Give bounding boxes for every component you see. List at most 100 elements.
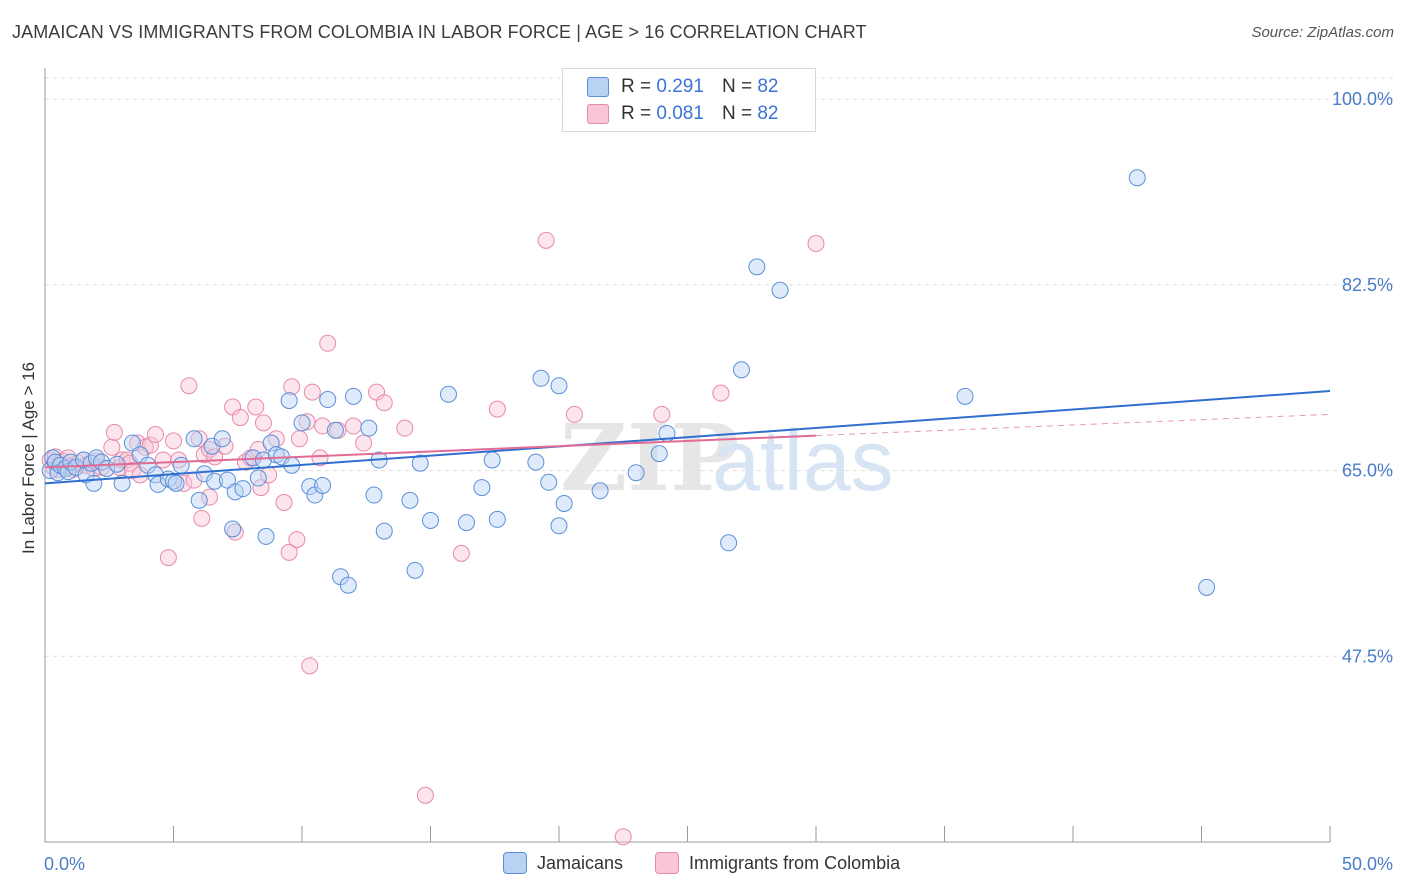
colombia-point xyxy=(147,426,165,444)
colombia-point xyxy=(396,419,414,437)
jamaicans-point xyxy=(591,482,609,500)
colombia-point xyxy=(200,488,218,506)
colombia-point xyxy=(712,384,730,402)
watermark-zip: ZIP xyxy=(560,404,739,512)
jamaicans-point xyxy=(473,479,491,497)
colombia-point xyxy=(105,423,123,441)
jamaicans-point xyxy=(172,456,190,474)
jamaicans-point xyxy=(650,445,668,463)
colombia-point xyxy=(254,414,272,432)
colombia-point xyxy=(275,493,293,511)
jamaicans-point xyxy=(360,419,378,437)
colombia-point xyxy=(247,398,265,416)
legend-n-label: N = xyxy=(721,103,753,124)
jamaicans-point xyxy=(422,511,439,529)
series-jamaicans-points xyxy=(41,169,1216,596)
jamaicans-point xyxy=(224,520,242,538)
jamaicans-point xyxy=(344,387,362,405)
jamaicans-point xyxy=(280,392,298,410)
watermark-atlas: atlas xyxy=(712,413,894,509)
colombia-point xyxy=(252,479,270,497)
colombia-point xyxy=(319,334,337,352)
legend-row-colombia: R = 0.081 N = 82 xyxy=(587,102,778,126)
jamaicans-point xyxy=(185,430,203,448)
colombia-point xyxy=(416,786,434,804)
jamaicans-point xyxy=(319,391,337,409)
colombia-point xyxy=(165,432,182,450)
jamaicans-point xyxy=(249,469,267,487)
colombia-point xyxy=(301,657,319,675)
jamaicans-point xyxy=(732,361,750,379)
colombia-point xyxy=(123,462,141,480)
colombia-point xyxy=(614,828,632,846)
jamaicans-point xyxy=(85,474,103,492)
legend-r-value: 0.291 xyxy=(656,76,704,97)
jamaicans-point xyxy=(401,491,419,509)
jamaicans-point xyxy=(488,510,506,528)
jamaicans-point xyxy=(113,474,131,492)
colombia-point xyxy=(298,413,316,431)
colombia-point xyxy=(231,409,249,427)
colombia-point xyxy=(226,523,244,541)
jamaicans-point xyxy=(1198,578,1216,596)
jamaicans-point xyxy=(411,454,429,472)
jamaicans-point xyxy=(59,463,77,481)
colombia-point xyxy=(290,430,308,448)
jamaicans-point xyxy=(314,476,332,494)
y-tick-label: 47.5% xyxy=(1342,646,1393,666)
jamaicans-point xyxy=(550,517,568,535)
jamaicans-point xyxy=(375,522,393,540)
jamaicans-point xyxy=(527,453,545,471)
legend-swatch-blue xyxy=(503,852,527,874)
chart-title: JAMAICAN VS IMMIGRANTS FROM COLOMBIA IN … xyxy=(12,22,867,42)
colombia-point xyxy=(355,434,373,452)
jamaicans-point xyxy=(550,377,568,395)
x-tick-labels: 0.0% 50.0% xyxy=(44,854,1393,874)
colombia-point xyxy=(193,509,211,527)
y-tick-label: 100.0% xyxy=(1332,89,1393,109)
colombia-point xyxy=(807,235,825,253)
series-colombia-points xyxy=(41,231,825,846)
colombia-point xyxy=(283,378,301,396)
y-tick-label: 65.0% xyxy=(1342,461,1393,481)
legend-item-jamaicans: Jamaicans xyxy=(503,852,623,874)
y-axis-title: In Labor Force | Age > 16 xyxy=(19,362,38,554)
y-tick-label: 82.5% xyxy=(1342,275,1393,295)
jamaicans-point xyxy=(190,491,208,509)
legend-r-value: 0.081 xyxy=(656,103,704,124)
legend-label-jamaicans: Jamaicans xyxy=(537,852,624,873)
jamaicans-point xyxy=(1128,169,1146,187)
jamaicans-point xyxy=(483,451,501,469)
trend-lines xyxy=(44,390,1331,485)
legend-n-value: 82 xyxy=(757,103,779,124)
jamaicans-point xyxy=(771,281,789,299)
y-tick-labels: 47.5% 65.0% 82.5% 100.0% xyxy=(1332,89,1393,666)
colombia-point xyxy=(488,400,506,418)
legend-swatch-pink xyxy=(655,852,680,874)
jamaicans-point xyxy=(339,576,357,594)
colombia-point xyxy=(375,394,393,412)
colombia-point xyxy=(159,549,177,567)
jamaicans-point xyxy=(218,471,236,489)
jamaicans-point xyxy=(748,258,766,276)
jamaicans-point xyxy=(540,473,558,491)
jamaicans-point xyxy=(206,472,224,490)
legend-r-label: R = xyxy=(621,76,652,97)
colombia-point xyxy=(537,231,555,249)
colombia-point xyxy=(280,543,298,561)
jamaicans-point xyxy=(555,495,573,513)
watermark: ZIP atlas xyxy=(560,404,894,512)
jamaicans-point xyxy=(439,385,457,403)
jamaicans-point xyxy=(326,421,344,439)
jamaicans-point xyxy=(301,478,319,496)
legend-label-colombia: Immigrants from Colombia xyxy=(689,852,901,873)
trend-line-colombia-extension xyxy=(815,413,1331,437)
jamaicans-point xyxy=(213,430,231,448)
colombia-point xyxy=(190,430,208,448)
colombia-point xyxy=(311,449,329,467)
colombia-point xyxy=(288,531,306,549)
jamaicans-point xyxy=(257,527,275,545)
jamaicans-point xyxy=(293,414,311,432)
x-tick-label: 50.0% xyxy=(1342,854,1393,874)
